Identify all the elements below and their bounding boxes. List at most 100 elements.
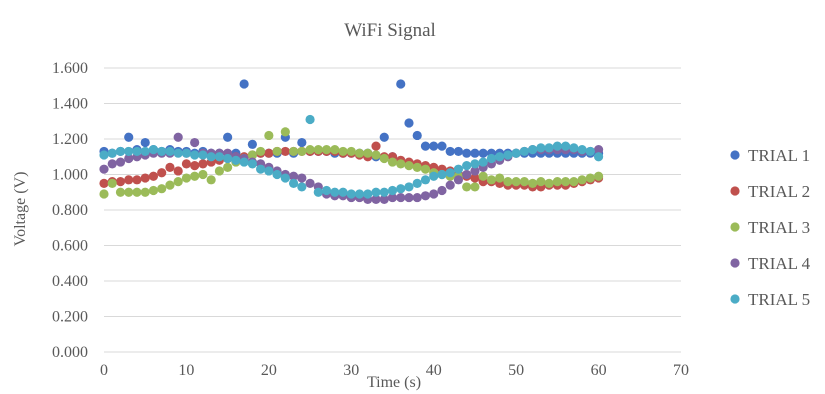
data-point <box>503 150 513 160</box>
data-point <box>519 146 529 157</box>
data-point <box>99 150 109 160</box>
data-point <box>470 173 480 183</box>
data-point <box>387 192 398 203</box>
data-point <box>363 189 373 199</box>
data-point <box>280 127 290 137</box>
data-point <box>585 146 595 157</box>
data-point <box>165 146 175 157</box>
data-point <box>198 169 208 180</box>
data-point <box>124 132 134 142</box>
data-point <box>519 177 529 187</box>
data-point <box>140 173 150 183</box>
data-point <box>462 169 472 180</box>
data-point <box>511 148 521 158</box>
data-point <box>593 171 604 181</box>
data-point <box>544 143 554 153</box>
data-point <box>371 187 381 197</box>
data-point <box>429 141 439 151</box>
data-point <box>272 169 282 180</box>
data-point <box>148 185 159 196</box>
data-point <box>140 187 150 197</box>
data-point <box>132 146 142 157</box>
x-tick-label: 10 <box>178 362 194 379</box>
legend-marker <box>730 222 740 232</box>
data-point <box>107 148 117 158</box>
data-point <box>321 145 332 155</box>
data-point <box>470 148 480 158</box>
data-point <box>239 79 249 89</box>
data-point <box>354 148 365 158</box>
data-point <box>206 152 216 162</box>
data-point <box>396 79 406 89</box>
data-point <box>437 141 447 151</box>
data-point <box>404 161 414 171</box>
data-point <box>420 175 431 185</box>
data-point <box>99 178 109 188</box>
data-point <box>181 173 192 183</box>
data-point <box>462 161 472 171</box>
data-point <box>503 177 513 187</box>
data-point <box>264 148 274 158</box>
data-point <box>115 146 126 157</box>
data-point <box>239 157 249 167</box>
data-point <box>577 145 587 155</box>
data-point <box>330 187 340 197</box>
data-point <box>387 185 398 196</box>
x-tick-label: 30 <box>343 362 359 379</box>
y-tick-label: 0.000 <box>52 344 88 361</box>
data-point <box>223 132 233 142</box>
legend-label: TRIAL 1 <box>748 146 810 165</box>
data-point <box>272 146 282 157</box>
data-point <box>157 168 167 178</box>
data-point <box>173 177 183 187</box>
data-point <box>528 178 538 188</box>
data-point <box>313 145 323 155</box>
legend-marker <box>730 294 740 304</box>
data-point <box>354 189 365 199</box>
data-point <box>157 146 167 157</box>
data-point <box>453 146 464 157</box>
legend-marker <box>730 258 740 268</box>
data-point <box>115 187 126 197</box>
data-point <box>429 189 439 199</box>
data-point <box>379 187 389 197</box>
data-point <box>140 146 150 157</box>
data-point <box>124 175 134 185</box>
data-point <box>495 173 505 183</box>
data-point <box>321 185 332 196</box>
data-point <box>478 148 488 158</box>
data-point <box>453 175 464 185</box>
data-point <box>453 164 464 174</box>
data-point <box>412 130 422 141</box>
data-point <box>371 194 381 204</box>
x-tick-label: 0 <box>100 362 108 379</box>
data-point <box>264 166 274 176</box>
data-point <box>288 171 299 181</box>
data-point <box>247 159 257 169</box>
data-point <box>173 132 183 142</box>
data-point <box>544 178 554 188</box>
data-point <box>223 153 233 164</box>
y-tick-label: 1.600 <box>52 60 88 77</box>
data-point <box>198 150 208 160</box>
data-point <box>379 194 389 204</box>
data-point <box>569 143 579 153</box>
data-point <box>280 173 290 183</box>
data-point <box>412 178 422 188</box>
data-point <box>396 192 406 203</box>
y-tick-label: 1.200 <box>52 131 88 148</box>
data-point <box>346 189 356 199</box>
y-tick-label: 0.600 <box>52 238 88 255</box>
data-point <box>445 146 455 157</box>
data-point <box>115 157 126 167</box>
data-point <box>157 184 167 194</box>
x-tick-label: 50 <box>508 362 524 379</box>
data-point <box>486 175 497 185</box>
y-axis-label: Voltage (V) <box>12 172 29 247</box>
data-point <box>437 185 447 196</box>
x-tick-labels: 0 10 20 30 40 50 60 70 <box>100 362 689 379</box>
data-point <box>420 141 431 151</box>
data-point <box>223 162 233 172</box>
data-point <box>313 187 323 197</box>
data-point <box>190 137 200 148</box>
